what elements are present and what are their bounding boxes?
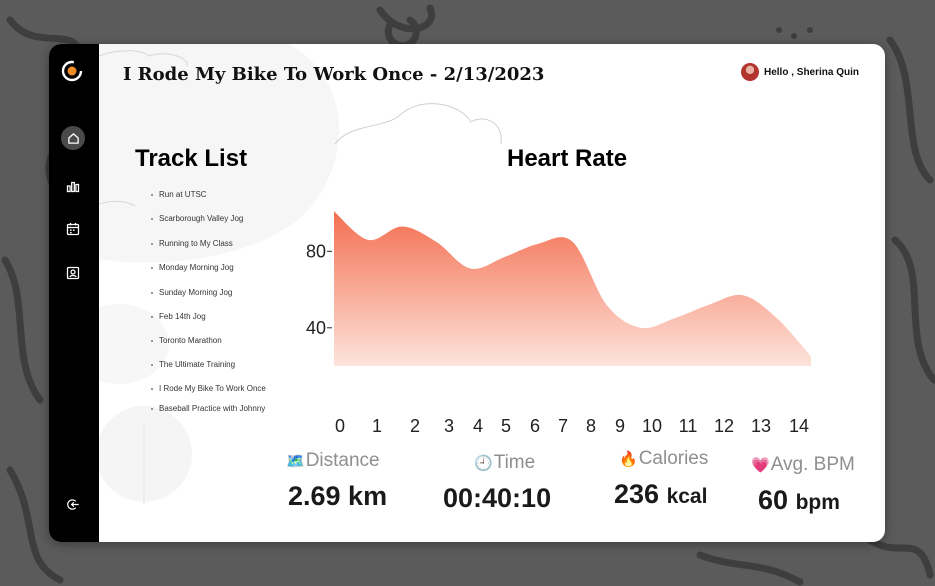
distance-label: 🗺️ Distance xyxy=(286,450,380,471)
logout-icon xyxy=(66,498,79,510)
track-item[interactable]: Monday Morning Jog xyxy=(151,263,234,272)
x-tick-label: 12 xyxy=(714,416,734,436)
x-tick-label: 3 xyxy=(444,416,454,436)
distance-value: 2.69 km xyxy=(288,481,388,511)
card-decoration xyxy=(99,44,502,504)
x-tick-label: 2 xyxy=(410,416,420,436)
x-tick-label: 7 xyxy=(558,416,568,436)
time-value: 00:40:10 xyxy=(443,483,552,513)
calendar-icon xyxy=(66,223,80,236)
x-tick-label: 11 xyxy=(679,416,698,436)
x-tick-label: 1 xyxy=(372,416,382,436)
x-tick-label: 13 xyxy=(751,416,771,436)
track-item[interactable]: Scarborough Valley Jog xyxy=(151,214,243,223)
calories-value: 236 kcal xyxy=(614,479,708,509)
track-item[interactable]: Toronto Marathon xyxy=(151,336,222,345)
x-tick-label: 10 xyxy=(642,416,662,436)
bpm-label: 💗 Avg. BPM xyxy=(751,454,855,475)
home-icon xyxy=(67,132,79,144)
nav-calendar[interactable] xyxy=(61,217,85,241)
y-tick-label: 40 xyxy=(306,318,326,338)
clock-icon: 🕘 xyxy=(474,455,493,472)
x-tick-label: 5 xyxy=(501,416,511,436)
user-greeting[interactable]: Hello , Sherina Quin xyxy=(740,63,859,81)
x-tick-label: 0 xyxy=(335,416,345,436)
dashboard-card: I Rode My Bike To Work Once - 2/13/2023 … xyxy=(49,44,885,542)
contact-card-icon xyxy=(66,266,80,280)
track-item[interactable]: The Ultimate Training xyxy=(151,360,235,369)
track-item[interactable]: Sunday Morning Jog xyxy=(151,288,232,297)
nav-profile[interactable] xyxy=(61,261,85,285)
map-icon: 🗺️ xyxy=(286,453,305,470)
nav-stats[interactable] xyxy=(61,174,85,198)
heart-rate-title: Heart Rate xyxy=(507,145,628,172)
heart-icon: 💗 xyxy=(751,457,770,474)
track-item[interactable]: Run at UTSC xyxy=(151,190,207,199)
bar-chart-icon xyxy=(66,181,80,193)
page-title: I Rode My Bike To Work Once - 2/13/2023 xyxy=(123,64,545,85)
greeting-text: Hello , Sherina Quin xyxy=(763,66,859,78)
x-tick-label: 14 xyxy=(789,416,809,436)
sidebar xyxy=(49,44,99,542)
track-item[interactable]: Baseball Practice with Johnny xyxy=(151,404,265,413)
x-tick-label: 9 xyxy=(615,416,625,436)
x-tick-label: 6 xyxy=(530,416,540,436)
app-logo xyxy=(61,60,83,82)
x-tick-label: 8 xyxy=(586,416,596,436)
bpm-value: 60 bpm xyxy=(758,485,840,515)
heart-rate-area xyxy=(334,211,811,366)
track-item[interactable]: I Rode My Bike To Work Once xyxy=(151,384,266,393)
track-item[interactable]: Running to My Class xyxy=(151,239,233,248)
nav-logout[interactable] xyxy=(61,492,85,516)
nav-home[interactable] xyxy=(61,126,85,150)
time-label: 🕘 Time xyxy=(474,452,536,473)
fire-icon: 🔥 xyxy=(619,451,638,468)
track-item[interactable]: Feb 14th Jog xyxy=(151,312,206,321)
calories-label: 🔥 Calories xyxy=(619,448,709,469)
y-tick-label: 80 xyxy=(306,241,326,261)
avatar[interactable] xyxy=(740,63,759,81)
x-tick-label: 4 xyxy=(473,416,483,436)
track-list-heading: Track List xyxy=(135,145,248,172)
